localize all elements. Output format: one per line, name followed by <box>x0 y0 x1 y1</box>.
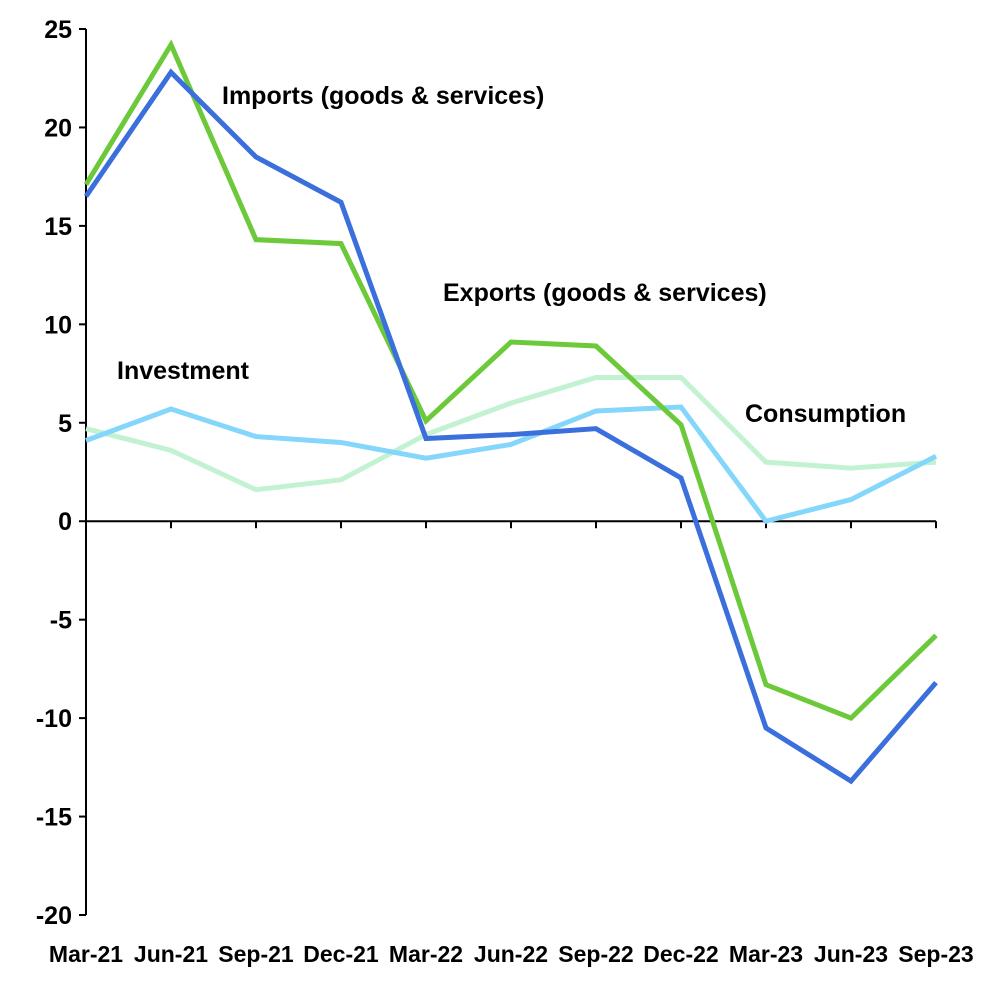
y-tick-label: -20 <box>36 902 72 930</box>
x-tick-label: Mar-23 <box>729 941 803 967</box>
x-tick-label: Sep-23 <box>898 941 973 967</box>
label-imports: Imports (goods & services) <box>222 82 544 110</box>
y-tick-label: -10 <box>36 705 72 733</box>
x-tick-label: Jun-21 <box>134 941 208 967</box>
x-tick-label: Dec-21 <box>303 941 379 967</box>
x-tick-label: Sep-22 <box>558 941 633 967</box>
label-exports: Exports (goods & services) <box>443 279 767 307</box>
x-tick-label: Mar-21 <box>49 941 123 967</box>
x-tick-label: Dec-22 <box>643 941 718 967</box>
y-tick-label: -15 <box>36 804 72 832</box>
label-investment: Investment <box>117 357 250 385</box>
y-tick-label: 25 <box>44 16 72 44</box>
y-tick-label: 10 <box>44 311 72 339</box>
y-tick-label: 20 <box>44 114 72 142</box>
y-tick-label: 0 <box>58 508 72 536</box>
y-tick-label: -5 <box>50 607 72 635</box>
x-tick-label: Sep-21 <box>218 941 294 967</box>
y-tick-label: 15 <box>44 213 72 241</box>
y-tick-label: 5 <box>58 410 72 438</box>
x-tick-label: Mar-22 <box>389 941 463 967</box>
label-consumption: Consumption <box>745 400 906 428</box>
x-tick-label: Jun-22 <box>474 941 548 967</box>
x-tick-label: Jun-23 <box>814 941 888 967</box>
